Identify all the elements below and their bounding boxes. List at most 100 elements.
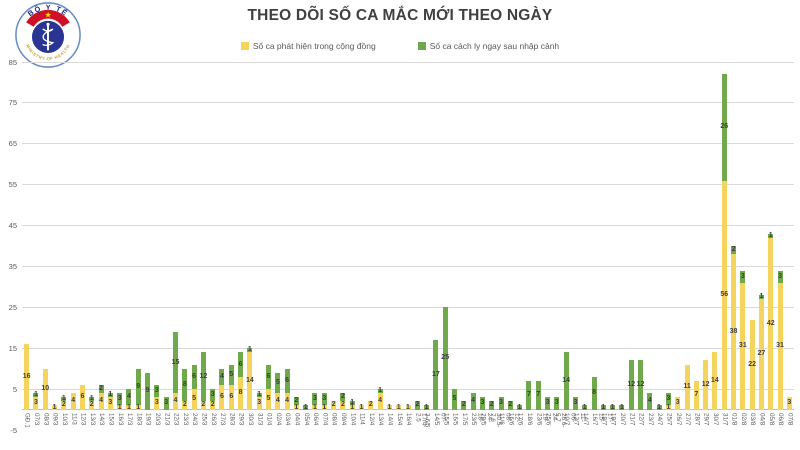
x-axis-label: 24-29/5 bbox=[479, 412, 493, 425]
x-axis-label: 02/4 bbox=[274, 412, 282, 425]
x-axis-label: 14/3 bbox=[98, 412, 106, 425]
bar-value-label-imported: 3 bbox=[740, 272, 745, 280]
bar-segment-community bbox=[70, 393, 76, 410]
gridline bbox=[22, 265, 794, 267]
bar-segment-imported bbox=[600, 405, 606, 410]
bar-value-label-imported: 1 bbox=[247, 346, 252, 354]
x-axis-label: 12/3 bbox=[79, 412, 87, 425]
plot-area: 16 GĐ.1 3 1 07/3 10 08/3 1 09/3 2 1 10/3 4 11/3 6 12/3 2… bbox=[22, 61, 794, 430]
x-axis-label: 15/4 bbox=[395, 412, 403, 425]
bar-segment-community bbox=[377, 393, 383, 410]
bar-segment-community bbox=[191, 389, 197, 410]
bar-segment-imported bbox=[721, 74, 727, 181]
bar-value-label-imported: 6 bbox=[266, 372, 271, 380]
bar-segment-community bbox=[117, 405, 123, 410]
bar-value-label-community: 1 bbox=[350, 403, 355, 411]
bar-value-label-imported: 25 bbox=[441, 354, 450, 362]
x-axis-label: 26/3 bbox=[209, 412, 217, 425]
bar-value-label-imported: 14 bbox=[562, 376, 571, 384]
bar-segment-imported bbox=[377, 389, 383, 394]
bar-value-label-community: 1 bbox=[396, 403, 401, 411]
logo-caduceus-icon bbox=[42, 22, 55, 51]
bar-value-label-community: 27 bbox=[757, 350, 766, 358]
bar-segment-imported bbox=[256, 393, 262, 398]
bar-value-label-imported: 2 bbox=[340, 393, 345, 401]
bar-value-label-imported: 9 bbox=[145, 387, 150, 395]
bar-segment-imported bbox=[349, 401, 355, 406]
bar-value-label-imported: 3 bbox=[322, 395, 327, 403]
bar-value-label-imported: 1 bbox=[303, 403, 308, 411]
bar-segment-imported bbox=[758, 295, 764, 300]
bar-value-label-community: 16 bbox=[22, 372, 31, 380]
x-axis-label: 17/3 bbox=[126, 412, 134, 425]
bar-value-label-community: 2 bbox=[210, 401, 215, 409]
bar-segment-imported bbox=[572, 397, 578, 410]
bar-segment-community bbox=[321, 405, 327, 410]
x-axis-label: 21/7 bbox=[628, 412, 636, 425]
bar-segment-imported bbox=[656, 405, 662, 410]
bar-value-label-imported: 2 bbox=[489, 401, 494, 409]
x-axis-label: 24/7 bbox=[656, 412, 664, 425]
bar-value-label-community: 1 bbox=[52, 403, 57, 411]
bar-value-label-imported: 3 bbox=[154, 387, 159, 395]
legend-item-community: Số ca phát hiện trong cộng đồng bbox=[240, 41, 376, 51]
bar-value-label-imported: 12 bbox=[627, 381, 636, 389]
bar-value-label-community: 1 bbox=[313, 403, 317, 411]
bar-value-label-community: 4 bbox=[71, 397, 76, 405]
bar-segment-community bbox=[228, 385, 234, 410]
chart-title: THEO DÕI SỐ CA MẮC MỚI THEO NGÀY bbox=[247, 7, 553, 24]
bar-value-label-community: 56 bbox=[720, 291, 729, 299]
y-axis-label: 5 bbox=[12, 384, 17, 394]
x-axis-label: 12/4 bbox=[367, 412, 375, 425]
bar-segment-community bbox=[265, 389, 271, 410]
bar-value-label-community: 3 bbox=[108, 399, 113, 407]
bar-value-label-imported: 2 bbox=[508, 401, 513, 409]
bar-value-label-imported: 1 bbox=[378, 387, 383, 395]
bar-segment-imported bbox=[563, 352, 569, 410]
x-axis-label: 11/4 bbox=[358, 412, 366, 425]
bar-segment-imported bbox=[442, 307, 448, 410]
bar-segment-imported bbox=[517, 405, 523, 410]
bar-segment-imported bbox=[507, 401, 513, 410]
x-axis-label: 19/7 bbox=[609, 412, 617, 425]
x-axis-label: 09/3 bbox=[51, 412, 59, 425]
bar-segment-community bbox=[703, 360, 709, 410]
bar-segment-community bbox=[293, 405, 299, 410]
bar-segment-imported bbox=[545, 397, 551, 410]
x-axis-label: 24-25/6 bbox=[544, 412, 558, 425]
bar-segment-imported bbox=[293, 397, 299, 406]
bar-value-label-community: 4 bbox=[173, 397, 178, 405]
bar-segment-imported bbox=[777, 270, 783, 283]
bar-segment-imported bbox=[117, 393, 123, 406]
legend-label-imported: Số ca cách ly ngay sau nhập cảnh bbox=[429, 41, 560, 51]
bar-segment-community bbox=[712, 352, 718, 410]
x-axis-label: 21/3 bbox=[163, 412, 171, 425]
bar-value-label-community: 38 bbox=[729, 327, 738, 335]
bar-segment-community bbox=[349, 405, 355, 410]
x-axis-label: 02/8 bbox=[739, 412, 747, 425]
bar-segment-community bbox=[758, 299, 764, 410]
bar-value-label-imported: 3 bbox=[480, 399, 485, 407]
bar-value-label-imported: 7 bbox=[536, 391, 541, 399]
bar-segment-community bbox=[721, 180, 727, 410]
x-axis-label: 29/3 bbox=[237, 412, 245, 425]
bar-value-label-community: 1 bbox=[359, 403, 364, 411]
x-axis-label: 24/3 bbox=[191, 412, 199, 425]
bar-value-label-imported: 1 bbox=[619, 403, 624, 411]
x-axis-label: 08/4 bbox=[330, 412, 338, 425]
bar-value-label-imported: 1 bbox=[582, 403, 587, 411]
bar-segment-community bbox=[210, 401, 216, 410]
x-axis-label: 17/5 bbox=[460, 412, 468, 425]
bar-segment-imported bbox=[275, 372, 281, 394]
bar-value-label-imported: 2 bbox=[731, 246, 736, 254]
x-axis-label: 23/7 bbox=[646, 412, 654, 425]
bar-segment-imported bbox=[433, 340, 439, 410]
bar-segment-imported bbox=[284, 368, 290, 394]
x-axis-label: 28/7 bbox=[693, 412, 701, 425]
bar-value-label-community: 1 bbox=[136, 403, 141, 411]
bar-value-label-community: 4 bbox=[285, 397, 290, 405]
logo-red-flag-band bbox=[26, 9, 70, 28]
bar-value-label-community: 3 bbox=[787, 399, 792, 407]
x-axis-label: 11/3 bbox=[70, 412, 78, 425]
